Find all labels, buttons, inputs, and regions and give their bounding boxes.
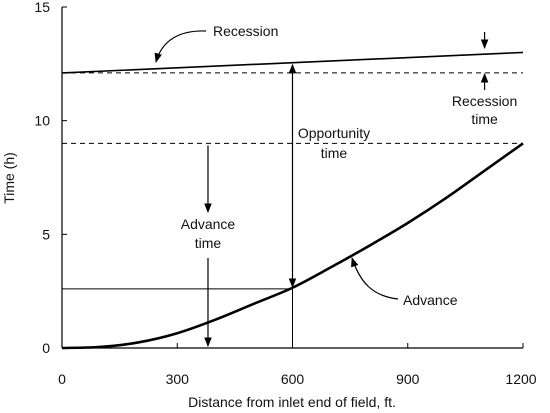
advance-callout-arrow [351,257,399,300]
ticks: 0 300 600 900 1200 0 5 10 15 [34,0,536,387]
advance-time-label: time [195,235,222,251]
x-tick-label: 0 [58,371,66,387]
recession-callout-arrow [154,30,207,63]
advance-time-label: Advance [181,216,236,232]
annotations: Opportunity time Advance time Recession time R… [154,23,517,347]
y-tick-label: 5 [42,226,50,242]
y-tick-label: 10 [34,113,50,129]
recession-curve [61,51,524,74]
reference-lines [62,72,523,348]
x-tick-label: 900 [396,371,420,387]
recession-time-label: Recession [452,93,517,109]
x-axis-label: Distance from inlet end of field, ft. [188,394,396,410]
opportunity-time-label: Opportunity [298,125,370,141]
x-tick-label: 1200 [505,371,536,387]
recession-label: Recession [213,23,278,39]
opportunity-time-label: time [321,145,348,161]
y-tick-label: 0 [42,340,50,356]
advance-label: Advance [403,292,458,308]
recession-time-label: time [471,111,498,127]
y-axis-label: Time (h) [1,152,17,204]
x-tick-label: 600 [281,371,305,387]
x-tick-label: 300 [166,371,190,387]
y-tick-label: 15 [34,0,50,15]
